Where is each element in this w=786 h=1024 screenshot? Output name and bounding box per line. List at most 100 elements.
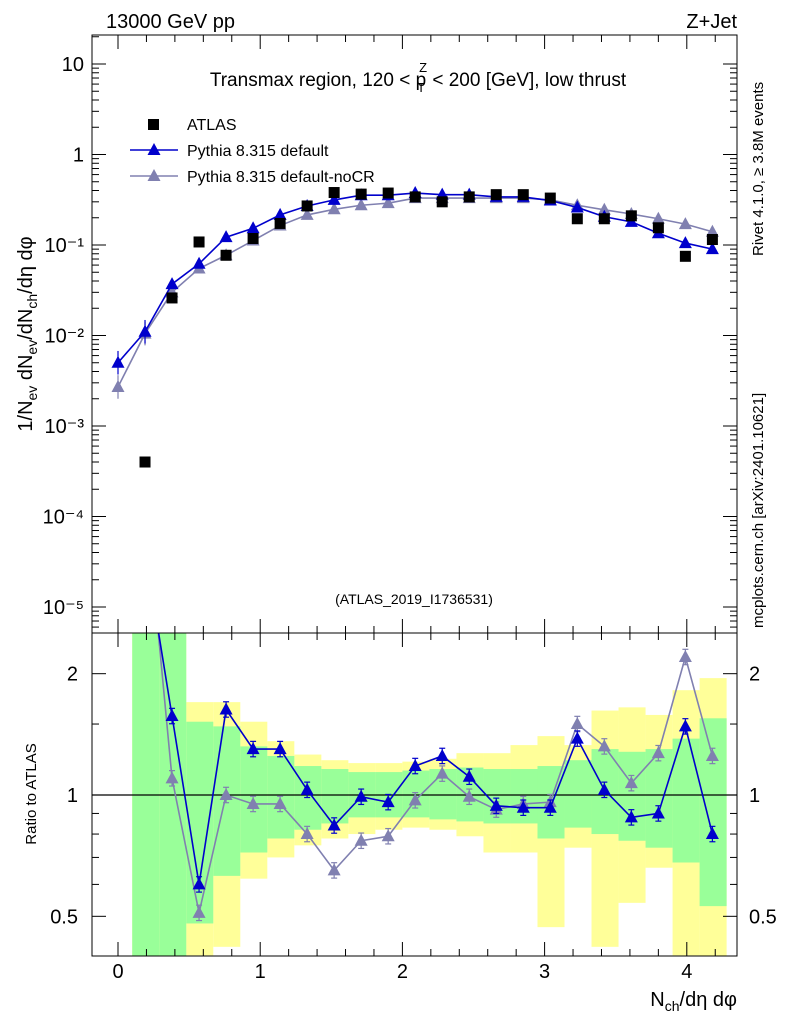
ratio-nocr-point <box>273 796 287 809</box>
atlas-data-point <box>328 187 340 199</box>
ratio-default-line <box>157 633 714 885</box>
atlas-data-point <box>598 213 610 225</box>
stat-uncertainty-band <box>672 738 700 863</box>
stat-uncertainty-band <box>645 749 673 848</box>
main-y-tick-label: 1 <box>73 145 84 167</box>
ratio-default-point <box>651 806 665 819</box>
legend-entry-label: ATLAS <box>187 117 237 134</box>
main-y-tick-label: 10⁻³ <box>45 416 85 438</box>
atlas-data-point <box>301 200 313 212</box>
ratio-y-axis-label: Ratio to ATLAS <box>23 743 40 844</box>
stat-uncertainty-band <box>618 751 646 841</box>
atlas-data-point <box>544 192 556 204</box>
pythia-default-point <box>273 207 287 220</box>
ratio-nocr-line <box>157 633 714 914</box>
ratio-nocr-point <box>246 796 260 809</box>
ratio-nocr-point <box>300 827 314 840</box>
stat-uncertainty-band <box>267 755 295 839</box>
ratio-default-point <box>435 748 449 761</box>
plot-title-main: Transmax region, 120 < p <box>210 70 426 91</box>
ratio-nocr-point <box>165 771 179 784</box>
main-y-tick-label: 10⁻¹ <box>45 235 85 257</box>
x-tick-label: 0 <box>112 961 123 983</box>
ratio-panel: 0.5 0.5 1 1 2 2 0 1 2 3 4 Ratio to ATLAS Nch/dη dφ <box>23 632 777 1014</box>
process-label: Z+Jet <box>686 11 737 33</box>
ratio-default-point <box>165 709 179 722</box>
atlas-data-point <box>652 222 664 234</box>
pythia-default-point <box>192 256 206 269</box>
mcplots-annotation: mcplots.cern.ch [arXiv:2401.10621] <box>750 393 767 628</box>
ratio-nocr-point <box>381 829 395 842</box>
ratio-default-point <box>192 877 206 890</box>
ratio-default-point <box>489 798 503 811</box>
ratio-y-tick-label: 2 <box>67 664 78 686</box>
ratio-default-point <box>219 702 233 715</box>
atlas-data-point <box>625 210 637 222</box>
x-axis-label: Nch/dη dφ <box>650 989 737 1014</box>
ratio-nocr-point <box>435 766 449 779</box>
atlas-data-point <box>517 189 529 201</box>
main-panel: 10⁻⁵ 10⁻⁴ 10⁻³ 10⁻² 10⁻¹ 1 10 Transmax region,… <box>15 34 738 634</box>
x-tick-label: 4 <box>681 961 692 983</box>
pythia-default-point <box>327 192 341 205</box>
ratio-nocr-point <box>219 788 233 800</box>
atlas-data-point <box>679 250 691 262</box>
main-y-tick-label: 10⁻⁵ <box>43 597 84 619</box>
rivet-annotation: Rivet 4.1.0, ≥ 3.8M events <box>750 82 767 256</box>
legend-triangle-marker <box>147 143 161 155</box>
stat-uncertainty-band <box>564 760 592 828</box>
plot-title: Transmax region, 120 < pTZ < 200 [GeV], … <box>210 60 627 95</box>
ratio-y-tick-label-right: 1 <box>749 785 760 807</box>
analysis-id: (ATLAS_2019_I1736531) <box>335 591 493 607</box>
ratio-nocr-point <box>462 789 476 802</box>
ratio-default-point <box>354 789 368 802</box>
energy-label: 13000 GeV pp <box>106 11 235 33</box>
atlas-data-point <box>139 456 151 468</box>
ratio-default-point <box>408 759 422 772</box>
ratio-default-point <box>543 800 557 813</box>
pythia-default-point <box>705 242 719 255</box>
pythia-default-point <box>246 221 260 234</box>
legend-entry-label: Pythia 8.315 default <box>187 143 329 160</box>
plot-title-sup: Z <box>419 60 427 75</box>
pythia-default-point <box>219 230 233 243</box>
pythia-nocr-point <box>597 202 611 215</box>
ratio-nocr-point <box>354 833 368 846</box>
ratio-default-point <box>300 782 314 795</box>
atlas-data-point <box>247 232 259 244</box>
main-y-axis-label: 1/Nev dNev/dNch/dη dφ <box>15 236 40 431</box>
ratio-nocr-point <box>192 905 206 918</box>
stat-uncertainty-band <box>699 718 727 907</box>
pythia-nocr-point <box>705 224 719 237</box>
ratio-default-point <box>246 742 260 755</box>
atlas-data-point <box>382 187 394 199</box>
atlas-data-point <box>220 249 232 261</box>
atlas-data-point <box>409 191 421 203</box>
ratio-nocr-point <box>408 793 422 806</box>
atlas-data-point <box>463 191 475 203</box>
main-y-tick-label: 10⁻⁴ <box>43 507 84 529</box>
x-tick-label: 2 <box>397 961 408 983</box>
main-y-tick-label: 10 <box>62 54 84 76</box>
atlas-data-point <box>193 236 205 248</box>
legend-square-marker <box>148 119 159 130</box>
ratio-nocr-point <box>624 776 638 789</box>
atlas-data-point <box>274 217 286 229</box>
ratio-nocr-point <box>327 863 341 876</box>
stat-uncertainty-band <box>132 633 160 956</box>
ratio-default-point <box>381 795 395 808</box>
pythia-nocr-point <box>381 196 395 209</box>
atlas-data-point <box>706 234 718 246</box>
pythia-default-point <box>678 236 692 249</box>
ratio-default-point <box>705 827 719 840</box>
pythia-default-line <box>117 192 713 364</box>
ratio-default-point <box>678 719 692 732</box>
pythia-default-point <box>138 324 152 337</box>
ratio-default-point <box>273 742 287 755</box>
stat-uncertainty-band <box>213 726 241 876</box>
ratio-nocr-point <box>678 650 692 663</box>
pythia-nocr-line <box>117 197 713 388</box>
pythia-nocr-point <box>327 202 341 215</box>
atlas-data-point <box>490 189 502 201</box>
